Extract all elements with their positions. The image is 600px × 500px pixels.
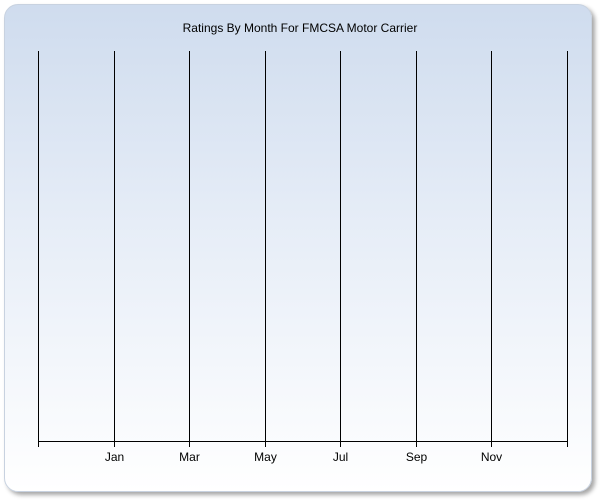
x-tick-label: Sep (406, 450, 428, 464)
x-tick-label: Jan (105, 450, 124, 464)
x-tick-label: Jul (333, 450, 348, 464)
chart-panel (4, 4, 592, 492)
x-tick-label: Nov (481, 450, 502, 464)
x-tick-label: May (254, 450, 277, 464)
chart-title: Ratings By Month For FMCSA Motor Carrier (182, 21, 418, 35)
x-tick-label: Mar (179, 450, 200, 464)
